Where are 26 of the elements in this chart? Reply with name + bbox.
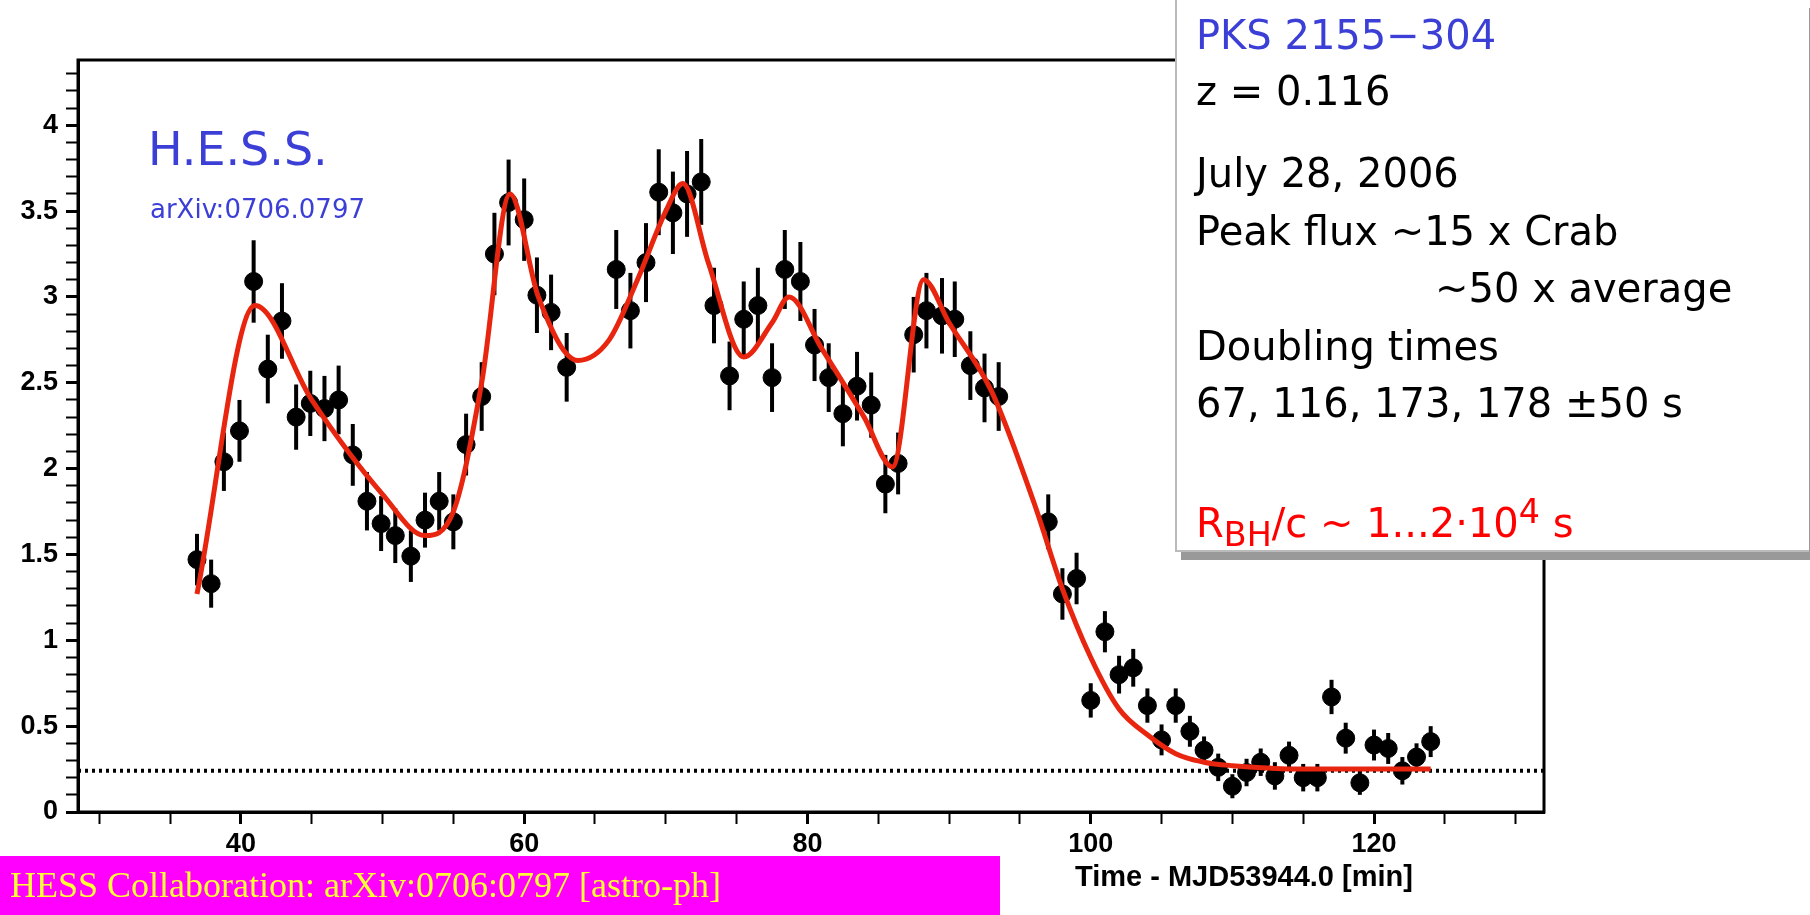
text: HESS Collaboration: arXiv:0706:0797 [astro-ph]: [0, 856, 1000, 915]
y-tick-label: 1: [42, 623, 58, 654]
x-axis-title: Time - MJD53944.0 [min]: [1075, 860, 1413, 893]
annotation: Peak flux ~15 x Crab: [1196, 208, 1619, 254]
annotation: R$_{BH}$/c ~ 1...2·10$^{4}$ s: [1196, 492, 1574, 555]
text: PKS 2155−304: [1196, 12, 1497, 58]
annotation: z = 0.116: [1196, 68, 1391, 114]
annotation: Doubling times: [1196, 323, 1499, 369]
y-tick-label: 3.5: [20, 194, 58, 225]
annotation: arXiv:0706.0797: [150, 194, 365, 224]
y-tick-label: 3: [42, 280, 58, 311]
y-tick-label: 4: [42, 108, 58, 139]
y-tick-label: 1.5: [20, 537, 58, 568]
y-tick-label: 2.5: [20, 366, 58, 397]
annotation: 67, 116, 173, 178 ±50 s: [1196, 380, 1683, 426]
annotation: July 28, 2006: [1196, 150, 1459, 196]
x-tick-label: 120: [1351, 827, 1397, 858]
x-tick-label: 80: [792, 827, 823, 858]
y-tick-label: 2: [42, 452, 58, 483]
y-tick-label: 0: [42, 795, 58, 826]
y-tick-label: 0.5: [20, 709, 58, 740]
annotation: ~50 x average: [1435, 265, 1733, 311]
x-tick-label: 60: [509, 827, 540, 858]
x-tick-label: 100: [1068, 827, 1114, 858]
x-tick-label: 40: [225, 827, 256, 858]
annotation: H.E.S.S.: [148, 122, 328, 176]
